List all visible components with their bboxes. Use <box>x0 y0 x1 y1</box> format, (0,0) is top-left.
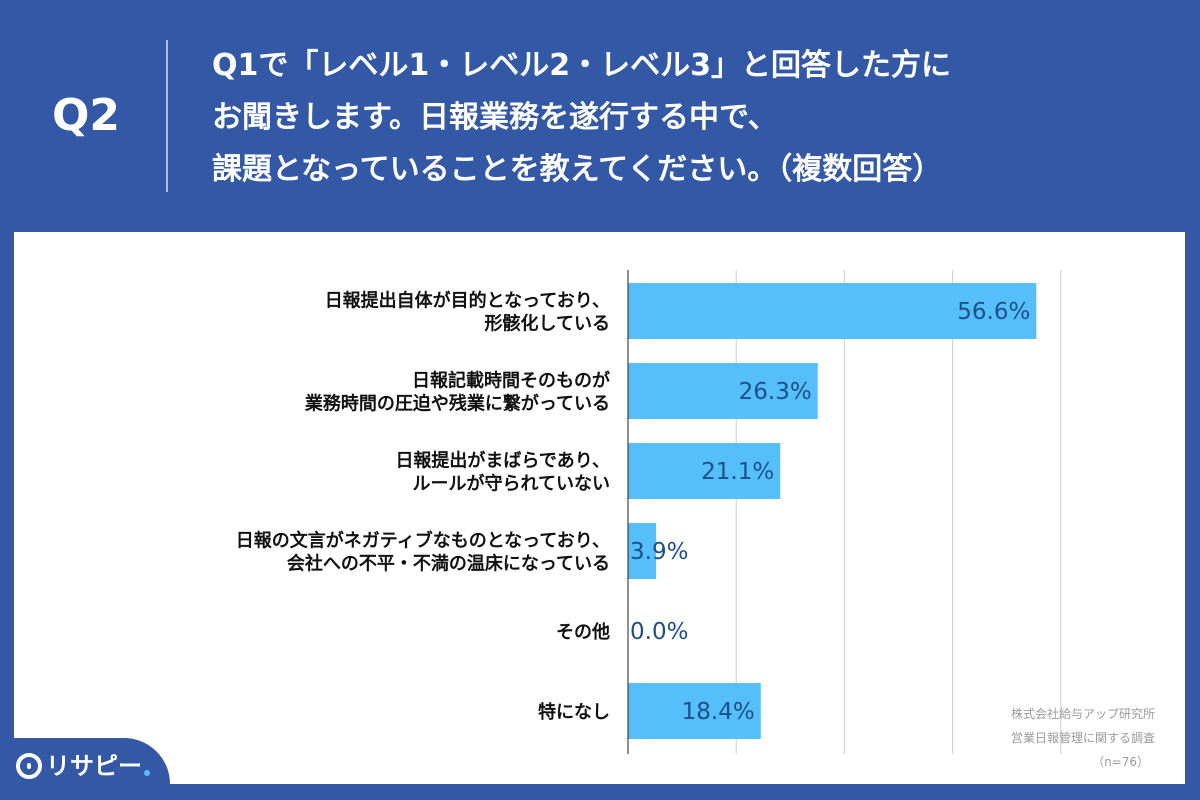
bar <box>628 683 761 739</box>
bar <box>628 363 818 419</box>
category-label: 日報提出自体が目的となっており、 <box>325 290 610 312</box>
category-label: 業務時間の圧迫や残業に繋がっている <box>304 393 610 415</box>
question-line-3: 課題となっていることを教えてください。（複数回答） <box>212 152 943 187</box>
logo-dot-icon <box>144 770 150 776</box>
header: Q2 Q1で「レベル1・レベル2・レベル3」と回答した方に お聞きします。日報業… <box>0 0 1200 232</box>
category-label: ルールが守られていない <box>413 473 610 495</box>
footnote-sample-size: （n=76） <box>1092 755 1149 769</box>
header-divider <box>166 40 168 192</box>
value-label: 18.4% <box>682 699 755 725</box>
pin-icon <box>16 753 42 779</box>
value-label: 0.0% <box>630 619 688 645</box>
bar-chart: 56.6% 日報提出自体が目的となっており、形骸化している 26.3% 日報記載時間そ… <box>236 270 1062 754</box>
value-label: 56.6% <box>957 299 1030 325</box>
value-label: 21.1% <box>701 459 774 485</box>
brand-logo-text: リサピー <box>46 752 142 780</box>
value-label: 26.3% <box>739 379 812 405</box>
question-line-1: Q1で「レベル1・レベル2・レベル3」と回答した方に <box>212 48 951 83</box>
category-label: 形骸化している <box>485 313 610 335</box>
value-label: 3.9% <box>630 539 688 565</box>
footnote: 株式会社給与アップ研究所 営業日報管理に関する調査 （n=76） <box>1011 702 1155 774</box>
brand-logo: リサピー <box>16 748 150 784</box>
category-label: 日報記載時間そのものが <box>412 370 610 392</box>
category-label: その他 <box>556 621 610 643</box>
chart-panel: 56.6% 日報提出自体が目的となっており、 形骸化している 26.3% 日報記載時間そ… <box>14 232 1185 784</box>
category-label: 特になし <box>538 701 610 723</box>
bar <box>628 523 657 579</box>
question-line-2: お聞きします。日報業務を遂行する中で、 <box>212 100 778 135</box>
category-label: 会社への不平・不満の温床になっている <box>287 553 610 575</box>
footnote-company: 株式会社給与アップ研究所 <box>1010 707 1155 721</box>
question-text: Q1で「レベル1・レベル2・レベル3」と回答した方に お聞きします。日報業務を遂… <box>212 40 1172 196</box>
category-label: 日報提出がまばらであり、 <box>395 450 610 472</box>
footnote-survey: 営業日報管理に関する調査 <box>1010 731 1155 745</box>
bar <box>628 443 781 499</box>
bar <box>628 283 1037 339</box>
question-number: Q2 <box>52 90 121 141</box>
category-label: 日報の文言がネガティブなものとなっており、 <box>236 530 610 552</box>
